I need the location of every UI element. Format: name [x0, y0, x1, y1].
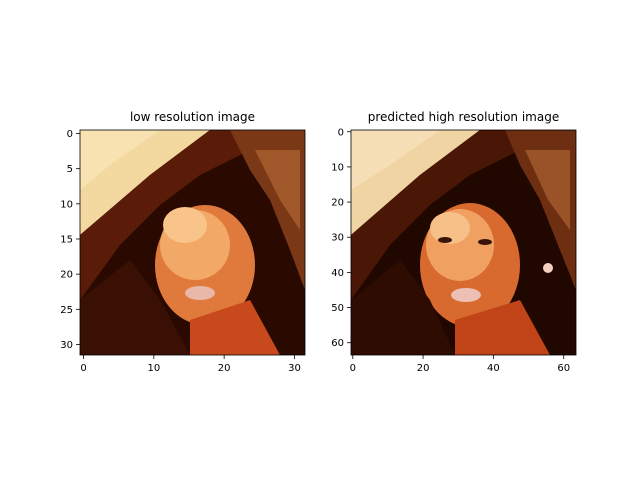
panel-title-low-resolution: low resolution image: [130, 110, 255, 124]
y-tick-label: 5: [67, 164, 73, 175]
low-resolution-image: [80, 130, 305, 355]
y-tick-label: 60: [331, 338, 344, 349]
x-tick-label: 20: [417, 363, 430, 374]
y-tick-label: 50: [331, 303, 344, 314]
panel-predicted-high-resolution: predicted high resolution image 0 20 40 600…: [331, 110, 577, 374]
x-tick-label: 0: [80, 363, 86, 374]
y-tick-label: 10: [60, 199, 73, 210]
y-tick-label: 20: [60, 270, 73, 281]
y-tick-label: 0: [338, 127, 344, 138]
x-tick-label: 10: [147, 363, 160, 374]
x-tick-label: 40: [487, 363, 500, 374]
y-tick-label: 15: [60, 234, 73, 245]
y-tick-label: 0: [67, 129, 73, 140]
y-tick-label: 20: [331, 198, 344, 209]
y-tick-label: 25: [60, 305, 73, 316]
panel-predicted-high-resolution-axes: 0 20 40 60 0 10 20 30 40 50 60: [331, 127, 570, 374]
x-tick-label: 0: [350, 363, 356, 374]
y-tick-label: 10: [331, 162, 344, 173]
panel-low-resolution-axes: 0 10 20 30 0 5 10 15 20 25 30: [60, 129, 301, 374]
panel-low-resolution: low resolution image 0 10 20 30 0 5 10 15 20 25 30: [60, 110, 306, 374]
x-tick-label: 20: [218, 363, 231, 374]
panel-title-predicted-high-resolution: predicted high resolution image: [368, 110, 559, 124]
predicted-high-resolution-image: [351, 130, 576, 355]
y-tick-label: 40: [331, 268, 344, 279]
y-tick-label: 30: [60, 340, 73, 351]
y-tick-label: 30: [331, 233, 344, 244]
x-tick-label: 30: [288, 363, 301, 374]
x-tick-label: 60: [557, 363, 570, 374]
